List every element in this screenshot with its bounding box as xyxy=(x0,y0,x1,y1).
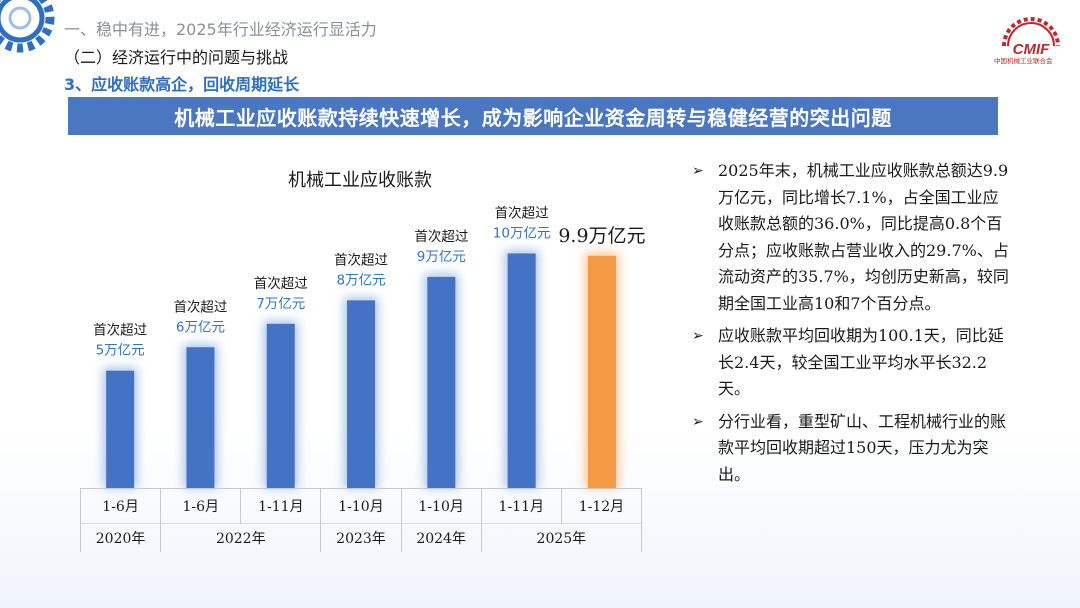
bar-5 xyxy=(507,253,536,488)
x-axis-table: 1-6月 1-6月 1-11月 1-10月 1-10月 1-11月 1-12月 2020年 2… xyxy=(79,488,643,552)
annotation-line1-1: 首次超过 xyxy=(173,299,227,315)
annotation-line2-2: 7万亿元 xyxy=(256,296,305,312)
annotation-line2-1: 6万亿元 xyxy=(176,319,225,335)
x-tick-label-3: 1-10月 xyxy=(320,488,402,524)
bullet-text: 分行业看，重型矿山、工程机械行业的账款平均回收期超过150天，压力尤为突出。 xyxy=(718,411,1007,484)
x-tick-label-5: 1-11月 xyxy=(480,488,562,524)
bar-0 xyxy=(106,370,135,488)
bullet-text: 应收账款平均回收期为100.1天，同比延长2.4天，较全国工业平均水平长32.2… xyxy=(718,326,1004,398)
bullet-text: 2025年末，机械工业应收账款总额达9.9万亿元，同比增长7.1%，占全国工业应… xyxy=(718,161,1009,313)
bar-4 xyxy=(427,276,456,488)
value-label-6: 9.9万亿元 xyxy=(558,225,645,247)
arrow-bullet-icon: ➢ xyxy=(692,328,704,344)
annotation-line1-4: 首次超过 xyxy=(414,229,468,245)
topic-heading: 3、应收账款高企，回收周期延长 xyxy=(64,75,300,94)
x-tick-label-2: 1-11月 xyxy=(240,488,322,524)
x-tick-label-1: 1-6月 xyxy=(160,488,242,524)
annotation-line2-3: 8万亿元 xyxy=(337,272,386,288)
annotation-line2-5: 10万亿元 xyxy=(493,225,551,241)
bullet-item-2: ➢ 分行业看，重型矿山、工程机械行业的账款平均回收期超过150天，压力尤为突出。 xyxy=(692,409,1012,489)
bullet-item-1: ➢ 应收账款平均回收期为100.1天，同比延长2.4天，较全国工业平均水平长32.… xyxy=(692,323,1012,403)
arrow-bullet-icon: ➢ xyxy=(692,413,704,430)
bar-1 xyxy=(186,347,215,488)
year-label-0: 2020年 xyxy=(79,523,162,552)
year-label-1: 2022年 xyxy=(160,523,322,552)
year-label-4: 2025年 xyxy=(480,523,643,552)
corner-gear-icon xyxy=(0,0,55,53)
year-label-2: 2023年 xyxy=(320,523,402,552)
annotation-line1-3: 首次超过 xyxy=(334,252,388,268)
annotation-line1-2: 首次超过 xyxy=(254,276,308,292)
annotation-line1-5: 首次超过 xyxy=(495,205,549,221)
headline-banner: 机械工业应收账款持续快速增长，成为影响企业资金周转与稳健经营的突出问题 xyxy=(68,97,998,135)
x-tick-label-6: 1-12月 xyxy=(560,488,643,524)
category-row: 1-6月 1-6月 1-11月 1-10月 1-10月 1-11月 1-12月 xyxy=(79,488,643,524)
bullet-list: ➢ 2025年末，机械工业应收账款总额达9.9万亿元，同比增长7.1%，占全国工业… xyxy=(692,158,1012,494)
chart-title: 机械工业应收账款 xyxy=(288,170,432,191)
annotation-line1-0: 首次超过 xyxy=(93,323,147,339)
bar-2 xyxy=(266,323,295,488)
annotation-line2-0: 5万亿元 xyxy=(96,343,145,359)
section-heading: 一、稳中有进，2025年行业经济运行显活力 xyxy=(64,20,377,39)
arrow-bullet-icon: ➢ xyxy=(692,163,704,179)
year-row: 2020年 2022年 2023年 2024年 2025年 xyxy=(79,523,643,552)
logo-wordmark: CMIF xyxy=(1013,41,1050,58)
subsection-heading: （二）经济运行中的问题与挑战 xyxy=(64,48,289,67)
cmif-logo: CMIF xyxy=(1002,17,1060,58)
bar-6 xyxy=(587,255,616,488)
bar-3 xyxy=(347,300,376,488)
logo-subtitle: 中国机械工业联合会 xyxy=(994,57,1053,65)
year-label-3: 2024年 xyxy=(400,523,482,552)
x-tick-label-4: 1-10月 xyxy=(400,488,482,524)
bullet-item-0: ➢ 2025年末，机械工业应收账款总额达9.9万亿元，同比增长7.1%，占全国工业… xyxy=(692,158,1012,317)
annotation-line2-4: 9万亿元 xyxy=(417,249,466,265)
x-tick-label-0: 1-6月 xyxy=(79,488,162,524)
